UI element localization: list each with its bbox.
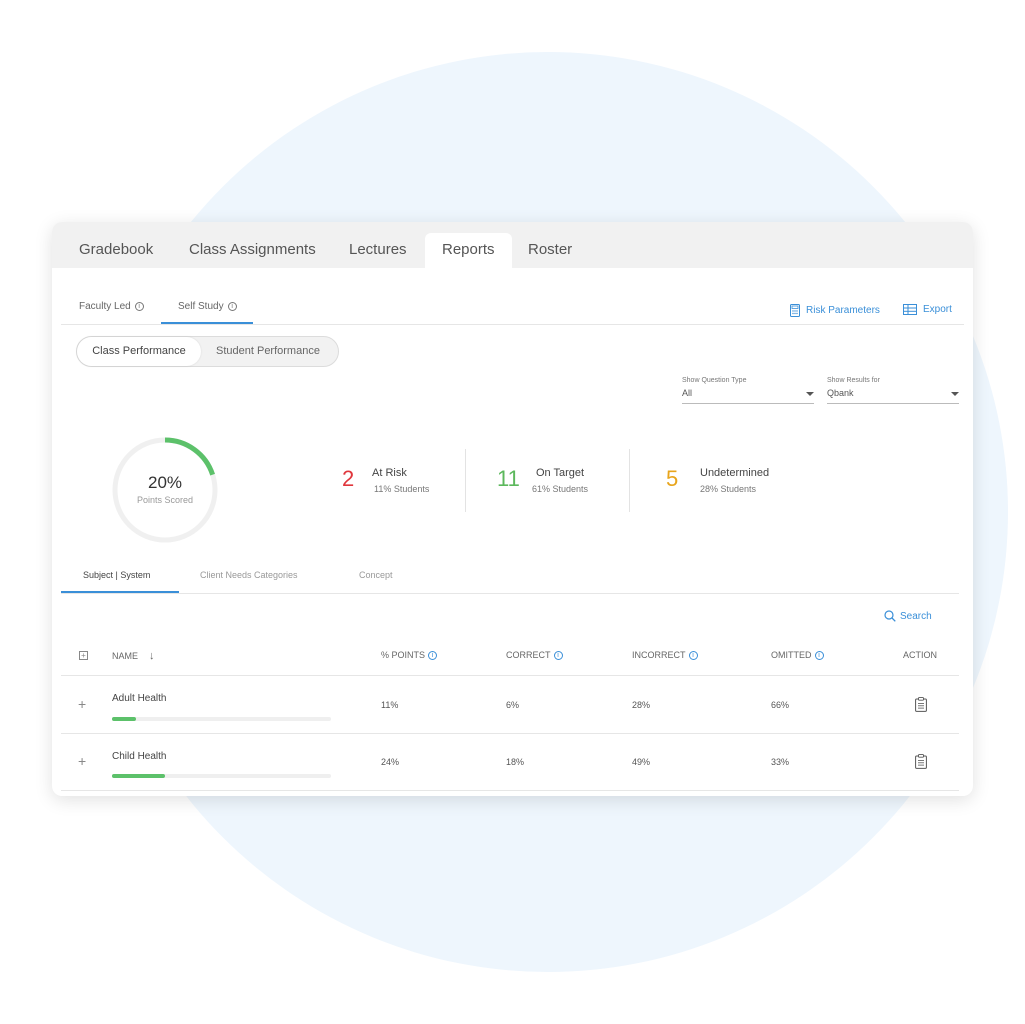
reports-panel: Gradebook Class Assignments Lectures Rep… — [52, 222, 973, 796]
caret-down-icon — [806, 392, 814, 396]
info-icon[interactable]: i — [814, 650, 824, 660]
column-header-correct: CORRECT i — [506, 650, 563, 660]
column-header-name-label: NAME — [112, 651, 139, 661]
tab-class-assignments[interactable]: Class Assignments — [189, 241, 316, 258]
info-icon[interactable]: i — [227, 302, 237, 311]
expand-all-icon[interactable]: + — [79, 651, 88, 660]
table-export-icon — [903, 304, 917, 315]
tab-concept[interactable]: Concept — [359, 570, 393, 580]
tab-gradebook[interactable]: Gradebook — [79, 241, 154, 258]
class-performance-button[interactable]: Class Performance — [77, 337, 201, 366]
row-points: 11% — [381, 700, 399, 710]
clipboard-icon[interactable] — [915, 754, 927, 769]
on-target-subtext: 61% Students — [532, 484, 589, 494]
column-header-correct-label: CORRECT — [506, 650, 551, 660]
row-incorrect: 28% — [632, 700, 651, 710]
row-points: 24% — [381, 757, 400, 767]
tab-reports[interactable]: Reports — [425, 233, 512, 268]
column-header-omitted-label: OMITTED — [771, 650, 812, 660]
results-for-label: Show Results for — [827, 377, 880, 384]
column-header-incorrect-label: INCORRECT — [632, 650, 686, 660]
question-type-dropdown[interactable]: All — [682, 388, 814, 404]
row-progress-bar — [112, 717, 331, 721]
points-donut-chart — [112, 437, 218, 543]
performance-toggle: Class Performance Student Performance — [76, 336, 339, 367]
info-icon[interactable]: i — [688, 650, 698, 660]
expand-row-icon[interactable]: + — [78, 696, 87, 712]
info-icon[interactable]: i — [428, 650, 438, 660]
category-tab-active-indicator — [61, 591, 179, 593]
column-header-action: ACTION — [903, 650, 937, 660]
at-risk-count: 2 — [342, 466, 355, 491]
results-for-value: Qbank — [827, 388, 854, 398]
export-label: Export — [923, 304, 952, 315]
student-performance-button[interactable]: Student Performance — [216, 345, 320, 357]
category-tab-divider — [61, 593, 959, 594]
row-divider — [61, 790, 959, 791]
table-header-divider — [61, 675, 959, 676]
results-for-select[interactable]: Show Results for Qbank — [827, 377, 959, 404]
points-scored-label: Points Scored — [136, 495, 194, 505]
tab-client-needs-categories[interactable]: Client Needs Categories — [200, 570, 298, 580]
row-progress-fill — [112, 717, 137, 721]
column-header-points-label: % POINTS — [381, 650, 426, 660]
subtab-active-indicator — [161, 322, 253, 324]
export-link[interactable]: Export — [903, 304, 952, 315]
subtab-faculty-led[interactable]: Faculty Led i — [79, 301, 144, 312]
row-omitted: 66% — [771, 700, 790, 710]
risk-parameters-link[interactable]: Risk Parameters — [790, 304, 880, 317]
row-name: Adult Health — [112, 693, 167, 704]
at-risk-subtext: 11% Students — [374, 484, 430, 494]
row-progress-bar — [112, 774, 331, 778]
donut-progress-arc — [112, 437, 218, 543]
subtab-faculty-led-label: Faculty Led — [79, 301, 131, 312]
expand-row-icon[interactable]: + — [78, 753, 87, 769]
on-target-title: On Target — [536, 467, 585, 479]
tab-subject-system[interactable]: Subject | System — [83, 570, 151, 580]
row-correct: 6% — [506, 700, 520, 710]
at-risk-title: At Risk — [372, 467, 407, 479]
question-type-select[interactable]: Show Question Type All — [682, 377, 814, 404]
main-tab-bar: Gradebook Class Assignments Lectures Rep… — [52, 222, 973, 268]
subtab-divider — [61, 324, 964, 325]
column-header-action-label: ACTION — [903, 650, 938, 660]
question-type-label: Show Question Type — [682, 377, 747, 384]
column-header-incorrect: INCORRECT i — [632, 650, 698, 660]
undetermined-subtext: 28% Students — [700, 484, 757, 494]
undetermined-title: Undetermined — [700, 467, 770, 479]
row-name: Child Health — [112, 751, 167, 762]
points-scored-percent: 20% — [147, 473, 183, 492]
subtab-self-study-label: Self Study — [178, 301, 224, 312]
tab-roster[interactable]: Roster — [528, 241, 573, 258]
column-header-omitted: OMITTED i — [771, 650, 824, 660]
subtab-self-study[interactable]: Self Study i — [178, 301, 237, 312]
on-target-count: 11 — [497, 466, 520, 491]
question-type-value: All — [682, 388, 693, 398]
tab-lectures[interactable]: Lectures — [349, 241, 407, 258]
results-for-dropdown[interactable]: Qbank — [827, 388, 959, 404]
arrow-down-icon: ↓ — [149, 650, 155, 662]
row-incorrect: 49% — [632, 757, 651, 767]
search-label: Search — [900, 610, 932, 622]
stat-divider — [629, 449, 630, 512]
search-icon — [884, 610, 896, 622]
column-header-name[interactable]: NAME ↓ — [112, 650, 155, 662]
row-divider — [61, 733, 959, 734]
calculator-icon — [790, 304, 800, 317]
row-omitted: 33% — [771, 757, 790, 767]
risk-parameters-label: Risk Parameters — [806, 305, 880, 316]
column-header-points: % POINTS i — [381, 650, 438, 660]
info-icon[interactable]: i — [553, 650, 563, 660]
clipboard-icon[interactable] — [915, 697, 927, 712]
stat-divider — [465, 449, 466, 512]
search-button[interactable]: Search — [884, 610, 932, 622]
row-correct: 18% — [506, 757, 525, 767]
caret-down-icon — [951, 392, 959, 396]
row-progress-fill — [112, 774, 165, 778]
undetermined-count: 5 — [666, 466, 679, 491]
info-icon[interactable]: i — [134, 302, 144, 311]
